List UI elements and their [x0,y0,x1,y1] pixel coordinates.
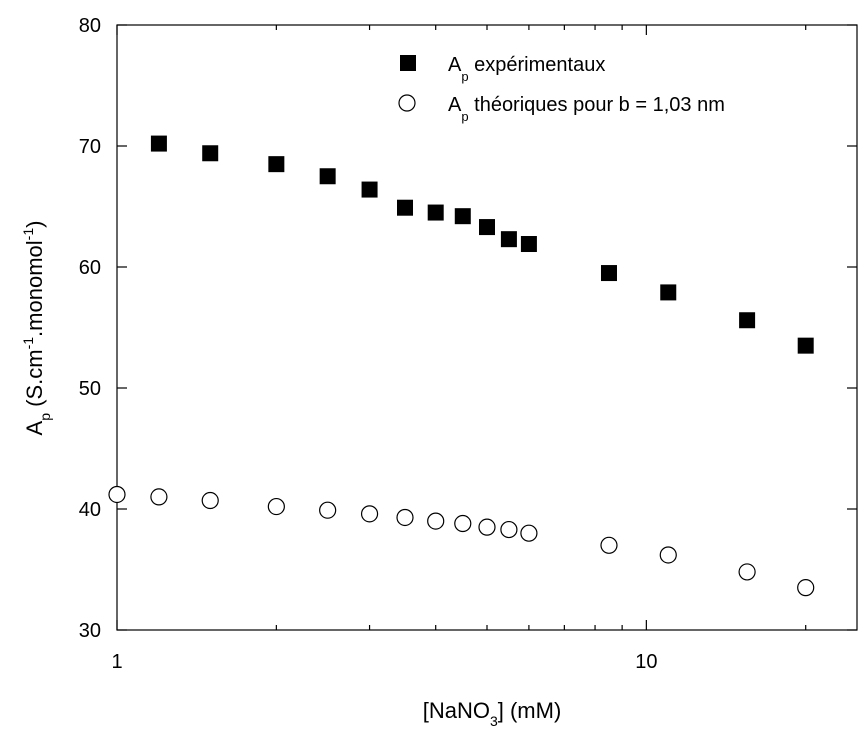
experimental-point [427,204,444,221]
theoretical-point [500,520,518,539]
theoretical-point [396,508,414,527]
theoretical-point [520,524,538,542]
experimental-point [150,135,167,152]
theoretical-point [267,497,285,516]
y-tick-label: 60 [79,257,101,279]
x-tick-label: 10 [635,651,657,673]
experimental-point [202,145,219,162]
y-tick-label: 40 [79,499,101,521]
experimental-point [500,231,517,248]
experimental-point [319,168,336,185]
y-tick-label: 80 [79,15,101,37]
legend-label-experimental: Ap expérimentaux [448,54,605,84]
data-marks [108,135,815,597]
theoretical-point [797,579,815,597]
y-tick-label: 30 [79,620,101,642]
legend: Ap expérimentaux Ap théoriques pour b = … [398,54,725,124]
theoretical-point [360,505,379,523]
y-tick-label: 70 [79,136,101,158]
x-axis-label: [NaNO3] (mM) [423,698,562,729]
experimental-point [268,156,285,173]
theoretical-point [454,514,472,533]
theoretical-point [108,485,126,504]
experimental-point [797,337,814,354]
y-axis-label: Ap (S.cm-1.monomol-1) [20,221,53,436]
experimental-point [397,199,414,216]
experimental-point [600,265,617,282]
theoretical-point [478,518,496,536]
theoretical-point [201,491,219,510]
experimental-point [454,208,471,225]
legend-marker-theoretical [398,94,416,112]
theoretical-point [150,488,168,506]
legend-label-theoretical: Ap théoriques pour b = 1,03 nm [448,94,725,124]
experimental-point [520,236,537,253]
tick-labels: 30 40 50 60 70 80 1 10 [79,15,658,673]
theoretical-point [659,546,677,564]
theoretical-point [319,501,337,519]
axis-ticks [116,24,857,631]
experimental-point [660,284,677,301]
legend-marker-experimental [400,55,416,71]
experimental-point [479,219,495,236]
theoretical-point [600,536,618,554]
theoretical-point [738,563,756,581]
x-tick-label: 1 [111,651,122,673]
y-tick-label: 50 [79,378,101,400]
experimental-point [361,181,378,198]
theoretical-point [427,512,445,530]
experimental-point [739,312,756,329]
